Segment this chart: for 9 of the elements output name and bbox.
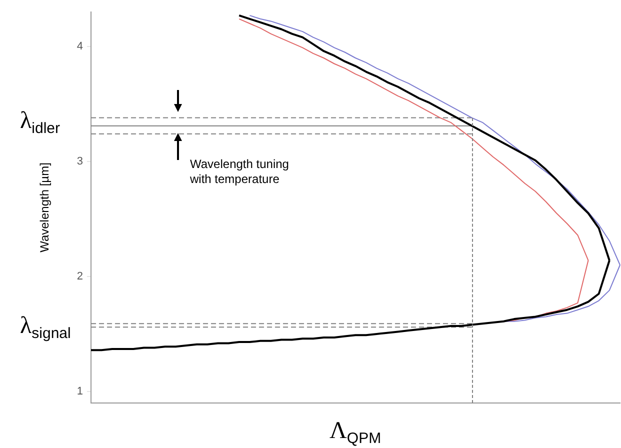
annotation: Wavelength tuning with temperature [190, 157, 289, 187]
text: λ$_{signal}$ [20, 312, 71, 342]
y-tick-label: 1 [76, 386, 83, 398]
x-axis-title: Λ$_{QPM}$ [330, 418, 382, 447]
text: λ$_{idler}$ [20, 108, 60, 136]
y-tick-label: 4 [76, 40, 83, 53]
y-tick-label: 3 [76, 156, 83, 168]
y-axis-title: Wavelength [µm] [38, 162, 52, 252]
y-tick-label: 2 [76, 270, 83, 283]
